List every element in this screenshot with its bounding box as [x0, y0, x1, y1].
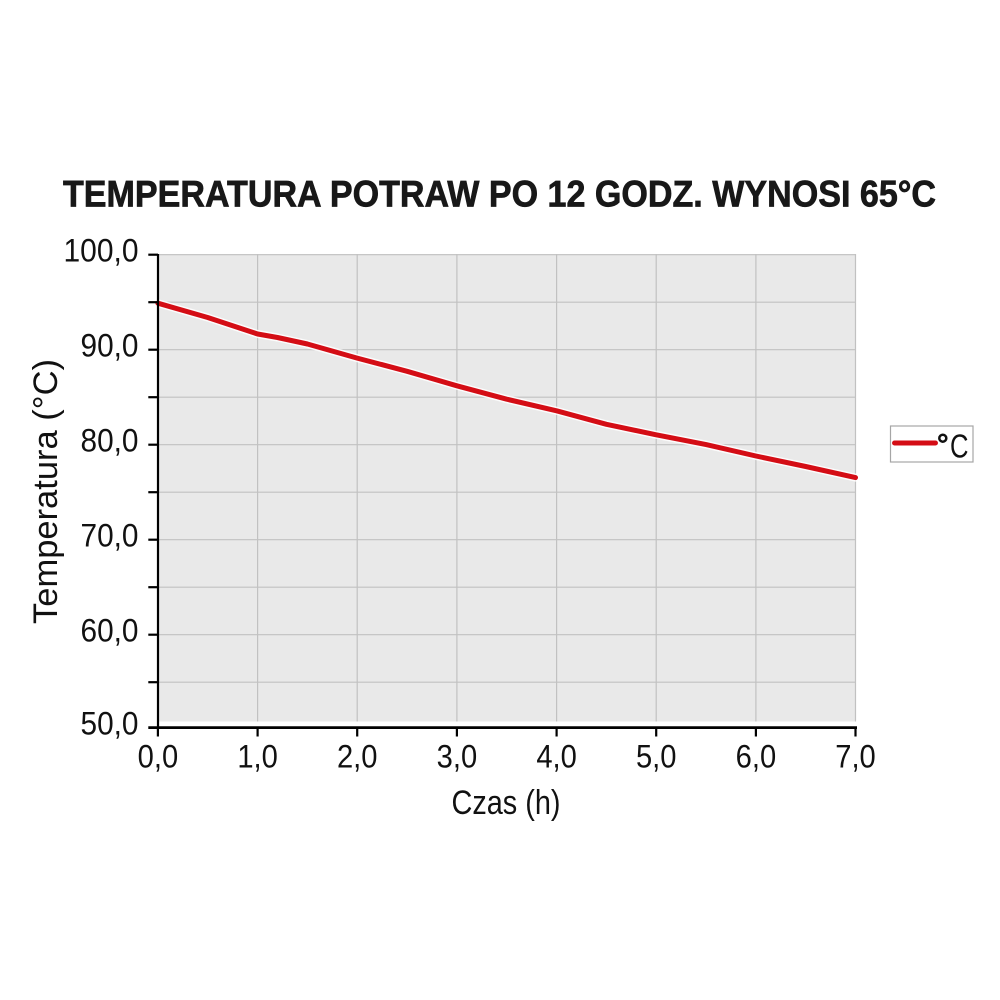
svg-text:60,0: 60,0	[81, 613, 139, 649]
svg-text:6,0: 6,0	[736, 738, 777, 774]
svg-text:3,0: 3,0	[437, 738, 478, 774]
svg-text:1,0: 1,0	[237, 738, 278, 774]
svg-text:70,0: 70,0	[81, 518, 139, 554]
svg-text:7,0: 7,0	[835, 738, 876, 774]
svg-text:5,0: 5,0	[636, 738, 677, 774]
svg-text:Temperatura (°C): Temperatura (°C)	[27, 359, 65, 624]
svg-text:Czas (h): Czas (h)	[452, 784, 561, 822]
svg-text:80,0: 80,0	[81, 423, 139, 459]
svg-text:4,0: 4,0	[536, 738, 577, 774]
svg-text:C: C	[950, 429, 969, 466]
svg-text:50,0: 50,0	[81, 706, 139, 742]
svg-text:100,0: 100,0	[64, 233, 139, 269]
svg-text:90,0: 90,0	[81, 328, 139, 364]
svg-text:TEMPERATURA POTRAW PO 12 GODZ.: TEMPERATURA POTRAW PO 12 GODZ. WYNOSI 65…	[63, 174, 936, 215]
svg-text:2,0: 2,0	[337, 738, 378, 774]
svg-text:0,0: 0,0	[138, 738, 179, 774]
